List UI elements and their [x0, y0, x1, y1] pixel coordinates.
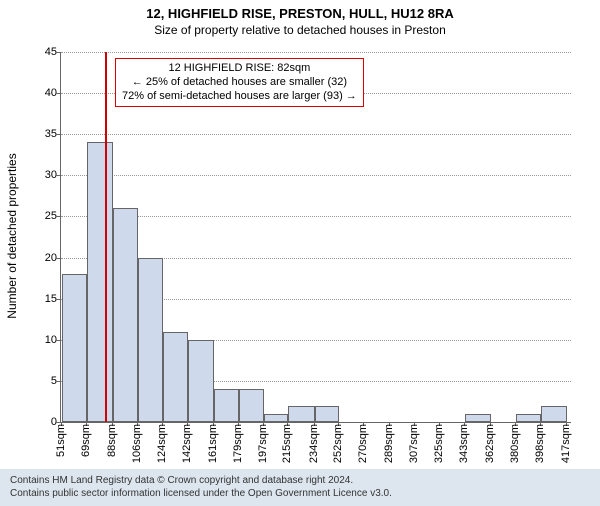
y-tick-label: 35 [17, 128, 57, 140]
x-tick-label: 270sqm [357, 424, 369, 463]
x-tick-label: 380sqm [509, 424, 521, 463]
histogram-bar [138, 258, 163, 422]
gridline [61, 175, 571, 176]
y-tick-label: 25 [17, 210, 57, 222]
x-tick-label: 51sqm [55, 424, 67, 457]
x-tick-label: 343sqm [458, 424, 470, 463]
y-tick-label: 0 [17, 416, 57, 428]
callout-line3: 72% of semi-detached houses are larger (… [122, 90, 357, 104]
footer-line2: Contains public sector information licen… [10, 488, 590, 501]
x-tick-label: 142sqm [181, 424, 193, 463]
y-tick-label: 30 [17, 169, 57, 181]
y-tick-label: 15 [17, 293, 57, 305]
x-tick-label: 106sqm [131, 424, 143, 463]
y-tick-label: 20 [17, 252, 57, 264]
x-tick-label: 124sqm [156, 424, 168, 463]
x-tick-label: 417sqm [560, 424, 572, 463]
callout-box: 12 HIGHFIELD RISE: 82sqm ← 25% of detach… [115, 58, 364, 107]
x-tick-label: 398sqm [534, 424, 546, 463]
title-main: 12, HIGHFIELD RISE, PRESTON, HULL, HU12 … [0, 6, 600, 21]
histogram-bar [516, 414, 541, 422]
y-tick-label: 10 [17, 334, 57, 346]
x-tick-label: 325sqm [433, 424, 445, 463]
x-tick-label: 197sqm [257, 424, 269, 463]
y-tick-label: 5 [17, 375, 57, 387]
callout-line2: ← 25% of detached houses are smaller (32… [122, 76, 357, 90]
reference-line [105, 52, 107, 422]
histogram-bar [113, 208, 138, 422]
histogram-bar [315, 406, 340, 422]
x-tick-label: 88sqm [106, 424, 118, 457]
histogram-bar [239, 389, 264, 422]
x-tick-label: 307sqm [408, 424, 420, 463]
y-tick-label: 45 [17, 46, 57, 58]
x-tick-label: 362sqm [484, 424, 496, 463]
x-tick-label: 179sqm [232, 424, 244, 463]
x-tick-label: 161sqm [207, 424, 219, 463]
x-tick-label: 215sqm [281, 424, 293, 463]
callout-line1: 12 HIGHFIELD RISE: 82sqm [122, 62, 357, 76]
footer-line1: Contains HM Land Registry data © Crown c… [10, 475, 590, 488]
footer: Contains HM Land Registry data © Crown c… [0, 469, 600, 506]
histogram-bar [288, 406, 314, 422]
histogram-bar [541, 406, 567, 422]
title-sub: Size of property relative to detached ho… [0, 23, 600, 37]
x-tick-label: 234sqm [308, 424, 320, 463]
histogram-bar [87, 142, 113, 422]
chart-area: 051015202530354045 12 HIGHFIELD RISE: 82… [60, 52, 570, 422]
plot-area: 12 HIGHFIELD RISE: 82sqm ← 25% of detach… [60, 52, 571, 423]
histogram-bar [214, 389, 239, 422]
x-tick-label: 289sqm [383, 424, 395, 463]
histogram-bar [264, 414, 289, 422]
gridline [61, 134, 571, 135]
histogram-bar [188, 340, 214, 422]
histogram-bar [465, 414, 491, 422]
gridline [61, 52, 571, 53]
x-tick-label: 69sqm [80, 424, 92, 457]
histogram-bar [62, 274, 87, 422]
x-tick-label: 252sqm [332, 424, 344, 463]
y-tick-label: 40 [17, 87, 57, 99]
histogram-bar [163, 332, 188, 422]
